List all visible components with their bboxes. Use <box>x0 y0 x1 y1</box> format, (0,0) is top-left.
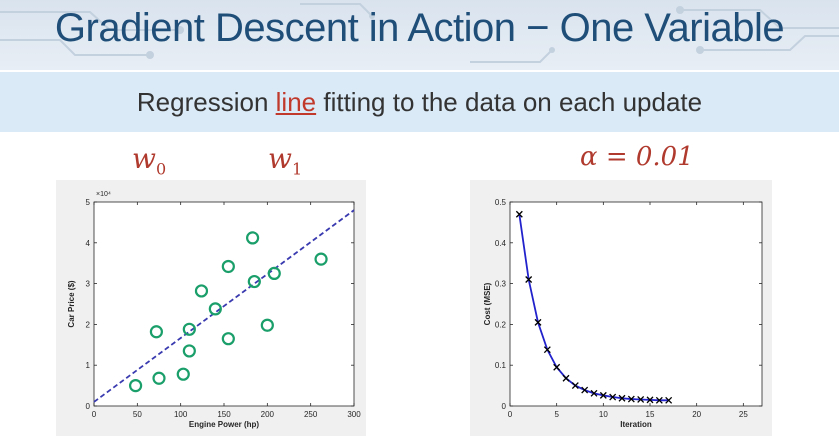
subtitle-text-pre: Regression <box>136 87 276 117</box>
cost-point-marker <box>534 318 542 326</box>
y-axis-label: Cost (MSE) <box>483 282 492 325</box>
subtitle: Regression line fitting to the data on e… <box>0 87 839 118</box>
data-point <box>208 302 222 316</box>
y-tick-label: 0.4 <box>495 239 507 248</box>
data-point <box>247 274 261 289</box>
data-point <box>149 325 164 339</box>
y-tick-label: 4 <box>86 239 91 248</box>
y-tick-label: 0 <box>86 402 91 411</box>
plot-area <box>509 201 763 407</box>
cost-point-marker <box>627 395 635 403</box>
y-axis-label: Car Price ($) <box>67 280 76 327</box>
data-point <box>128 379 143 393</box>
data-point <box>221 259 235 274</box>
data-point <box>182 322 196 336</box>
data-point <box>221 332 235 346</box>
x-tick-label: 15 <box>646 410 655 419</box>
x-tick-label: 50 <box>133 410 142 419</box>
cost-curve-chart: 0 5 10 15 20 25 0 0.1 0.2 0.3 0.4 0.5 Iteration Cost … <box>483 198 763 429</box>
cost-point-marker <box>543 346 551 354</box>
x-tick-label: 25 <box>739 410 748 419</box>
circuit-decoration <box>0 3 839 63</box>
x-tick-label: 5 <box>554 410 559 419</box>
data-point <box>152 371 166 385</box>
cost-point-marker <box>515 210 523 218</box>
w0-subscript: 0 <box>155 159 167 179</box>
subtitle-highlight-line: line <box>275 87 317 117</box>
y-tick-label: 1 <box>86 361 91 370</box>
regression-fit-line <box>93 209 355 403</box>
cost-point-marker <box>599 391 607 399</box>
data-point <box>314 252 328 266</box>
x-tick-label: 0 <box>508 410 513 419</box>
y-tick-label: 0 <box>502 402 507 411</box>
x-tick-label: 300 <box>347 410 361 419</box>
w0-label: w0 <box>132 142 166 179</box>
w1-label: w1 <box>268 142 302 179</box>
alpha-label: α = 0.01 <box>580 142 694 172</box>
x-tick-label: 100 <box>174 410 188 419</box>
cost-point-marker <box>637 396 645 403</box>
cost-point-marker <box>571 382 579 390</box>
cost-point-marker <box>618 394 626 402</box>
cost-panel: 0 5 10 15 20 25 0 0.1 0.2 0.3 0.4 0.5 Iteration Cost … <box>470 180 772 436</box>
w0-symbol: w <box>132 142 156 175</box>
x-axis-label: Iteration <box>620 420 652 429</box>
w1-subscript: 1 <box>291 159 303 179</box>
y-tick-label: 0.5 <box>495 198 507 207</box>
data-point <box>260 318 274 332</box>
cost-point-marker <box>609 393 617 401</box>
data-point <box>246 231 260 245</box>
cost-point-marker <box>525 276 533 283</box>
x-tick-label: 20 <box>692 410 701 419</box>
y-tick-label: 3 <box>86 280 91 289</box>
cost-point-marker <box>590 389 598 397</box>
cost-point-marker <box>665 396 673 404</box>
x-tick-label: 250 <box>304 410 318 419</box>
data-point <box>194 284 209 298</box>
cost-point-marker <box>581 386 589 394</box>
cost-point-marker <box>646 396 654 404</box>
data-point <box>182 344 196 358</box>
page-title: Gradient Descent in Action − One Variabl… <box>54 6 785 50</box>
x-tick-label: 10 <box>599 410 608 419</box>
y-tick-label: 5 <box>86 198 91 207</box>
y-tick-label: 0.2 <box>495 320 507 329</box>
y-tick-label: 0.1 <box>495 361 507 370</box>
y-multiplier-label: ×10⁴ <box>96 191 111 198</box>
x-axis-label: Engine Power (hp) <box>189 420 260 429</box>
x-tick-label: 200 <box>261 410 275 419</box>
subtitle-text-post: fitting to the data on each update <box>316 87 703 117</box>
w1-symbol: w <box>268 142 292 175</box>
scatter-panel: 0 50 100 150 200 250 300 0 1 2 3 4 5 Engine Power (hp… <box>56 180 366 436</box>
x-tick-label: 150 <box>217 410 231 419</box>
data-point <box>267 266 281 281</box>
cost-point-marker <box>553 363 561 371</box>
y-tick-label: 2 <box>86 320 91 329</box>
regression-scatter-chart: 0 50 100 150 200 250 300 0 1 2 3 4 5 Engine Power (hp… <box>67 191 361 429</box>
data-point <box>176 367 190 381</box>
title-banner: Gradient Descent in Action − One Variabl… <box>0 0 839 70</box>
subtitle-band: Regression line fitting to the data on e… <box>0 72 839 132</box>
cost-point-marker <box>655 396 663 404</box>
plot-area <box>93 201 355 407</box>
y-tick-label: 0.3 <box>495 280 507 289</box>
x-tick-label: 0 <box>92 410 97 419</box>
cost-point-marker <box>562 374 570 382</box>
